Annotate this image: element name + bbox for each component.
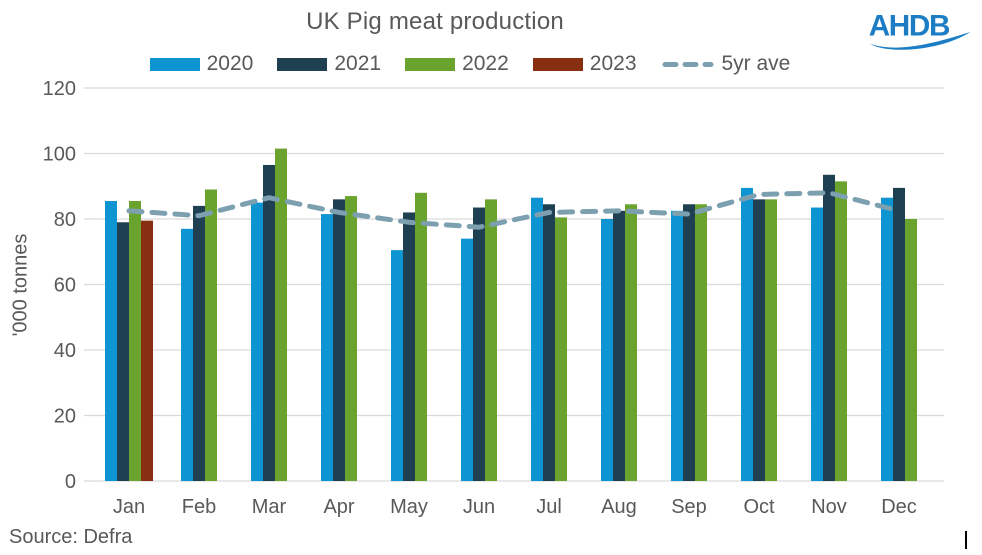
x-tick-label: Jul — [536, 496, 562, 518]
bar-2020-jan — [105, 200, 117, 482]
legend-item-2021: 2021 — [277, 52, 381, 76]
five-yr-ave-line — [126, 190, 902, 230]
y-tick-label: 120 — [43, 78, 76, 100]
source-note: Source: Defra — [9, 526, 133, 548]
legend-label-2023: 2023 — [589, 52, 637, 75]
ahdb-logo: AHDB — [869, 9, 971, 50]
bar-2021-sep — [683, 204, 695, 481]
text-cursor-artifact — [965, 531, 967, 549]
bar-2020-apr — [321, 214, 333, 481]
legend-label-2022: 2022 — [462, 52, 509, 75]
bar-2020-nov — [811, 207, 823, 481]
bar-2022-aug — [625, 204, 637, 481]
x-tick-label: May — [390, 496, 428, 518]
bar-2022-may — [415, 192, 427, 482]
chart-title: UK Pig meat production — [306, 8, 564, 35]
x-tick-label: Dec — [881, 496, 917, 518]
y-tick-label: 20 — [54, 406, 76, 428]
bar-2022-mar — [275, 148, 287, 481]
bar-2021-feb — [193, 205, 205, 481]
legend-label-2021: 2021 — [334, 52, 382, 75]
dashed-line-swatch-icon — [662, 61, 713, 67]
x-tick-label: Feb — [182, 496, 216, 518]
bar-2022-jul — [555, 217, 567, 482]
bar-2020-jul — [531, 197, 543, 481]
bar-2021-mar — [263, 164, 275, 481]
bar-2020-aug — [601, 219, 613, 481]
legend-item-5yr-ave: 5yr ave — [661, 52, 791, 76]
y-tick-label: 60 — [54, 275, 76, 297]
x-tick-label: Apr — [323, 496, 354, 518]
bar-2022-jan — [129, 200, 141, 482]
x-tick-label: Oct — [743, 496, 775, 518]
y-tick-label: 80 — [54, 209, 76, 231]
bar-2022-feb — [205, 189, 217, 481]
bar-2022-oct — [765, 199, 777, 481]
legend-swatch-2020 — [149, 57, 200, 71]
x-tick-label: Jun — [463, 496, 495, 518]
bar-2022-jun — [485, 199, 497, 481]
legend-item-2020: 2020 — [149, 52, 254, 76]
bar-2020-dec — [881, 197, 893, 481]
bar-2021-dec — [893, 187, 905, 481]
y-tick-label: 40 — [54, 340, 76, 362]
bar-2021-jun — [473, 207, 485, 481]
bar-2020-sep — [671, 210, 683, 481]
bar-2020-mar — [251, 202, 263, 481]
bar-2021-nov — [823, 174, 835, 481]
ahdb-logo-wave-icon — [869, 31, 971, 50]
ahdb-logo-text: AHDB — [869, 9, 950, 42]
legend-label-2020: 2020 — [206, 52, 254, 75]
bar-2020-feb — [181, 228, 193, 481]
legend-swatch-2022 — [405, 57, 456, 71]
legend-label-5yr-ave: 5yr ave — [721, 52, 791, 75]
bar-2020-oct — [741, 187, 753, 481]
bar-2021-jan — [117, 222, 129, 481]
legend: 2020 2021 2022 2023 5yr ave — [0, 52, 940, 76]
y-tick-label: 0 — [65, 471, 76, 493]
bar-2023-jan — [141, 220, 153, 481]
legend-swatch-2023 — [532, 57, 583, 71]
y-tick-label: 100 — [43, 144, 76, 166]
bar-2022-sep — [695, 204, 707, 481]
legend-item-2023: 2023 — [532, 52, 637, 76]
bar-2022-apr — [345, 196, 357, 481]
legend-swatch-2021 — [277, 57, 328, 71]
x-tick-label: Jan — [113, 496, 145, 518]
bar-2022-nov — [835, 181, 847, 481]
legend-item-2022: 2022 — [405, 52, 509, 76]
bar-2020-jun — [461, 238, 473, 481]
x-tick-label: Aug — [601, 496, 637, 518]
x-tick-label: Mar — [252, 496, 287, 518]
bar-2021-apr — [333, 199, 345, 481]
bar-2022-dec — [905, 219, 917, 481]
x-tick-label: Nov — [811, 496, 847, 518]
bar-2021-oct — [753, 199, 765, 481]
x-tick-label: Sep — [671, 496, 707, 518]
bar-2021-may — [403, 212, 415, 481]
bar-2021-aug — [613, 210, 625, 481]
bar-2021-jul — [543, 204, 555, 481]
bar-2020-may — [391, 250, 403, 481]
